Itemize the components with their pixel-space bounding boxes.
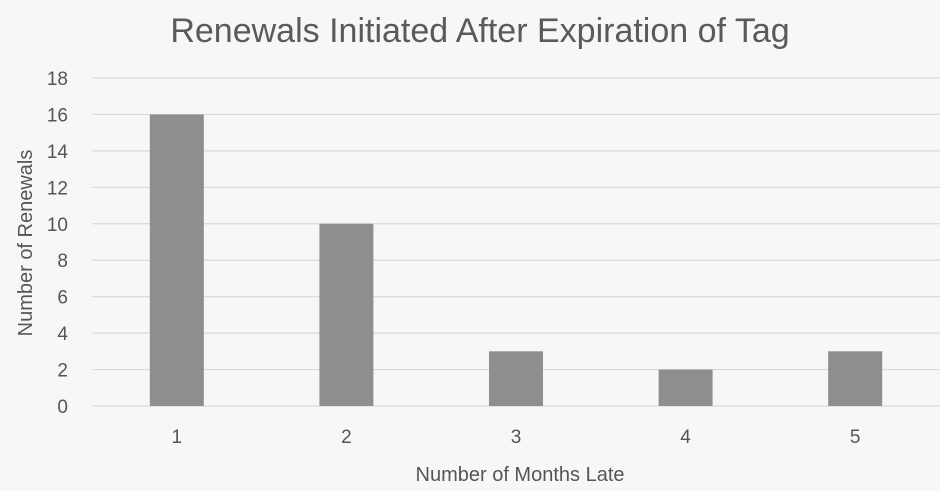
y-tick-label: 0 bbox=[57, 397, 68, 418]
y-axis-label: Number of Renewals bbox=[15, 150, 37, 337]
y-tick-label: 10 bbox=[47, 215, 68, 236]
bar-5 bbox=[828, 351, 883, 406]
chart-title: Renewals Initiated After Expiration of T… bbox=[170, 12, 789, 50]
bar-3 bbox=[489, 351, 543, 406]
x-tick-label: 4 bbox=[680, 427, 691, 448]
y-tick-label: 16 bbox=[47, 105, 68, 126]
y-tick-label: 6 bbox=[57, 288, 68, 309]
y-axis-ticks: 0 2 4 6 8 10 12 14 16 18 bbox=[47, 69, 69, 418]
x-tick-label: 2 bbox=[341, 427, 352, 448]
bar-2 bbox=[319, 223, 374, 406]
bars bbox=[149, 114, 883, 406]
y-tick-label: 4 bbox=[57, 324, 68, 345]
x-axis-ticks: 1 2 3 4 5 bbox=[172, 427, 861, 448]
bar-4 bbox=[658, 369, 713, 406]
y-tick-label: 12 bbox=[47, 178, 68, 199]
x-tick-label: 3 bbox=[511, 427, 522, 448]
bar-1 bbox=[149, 114, 204, 406]
y-tick-label: 8 bbox=[57, 251, 68, 272]
y-tick-label: 2 bbox=[57, 361, 68, 382]
y-tick-label: 14 bbox=[47, 142, 69, 163]
x-axis-label: Number of Months Late bbox=[416, 464, 625, 486]
x-tick-label: 5 bbox=[850, 427, 861, 448]
y-tick-label: 18 bbox=[47, 69, 68, 90]
x-tick-label: 1 bbox=[172, 427, 183, 448]
gridlines bbox=[92, 77, 940, 407]
